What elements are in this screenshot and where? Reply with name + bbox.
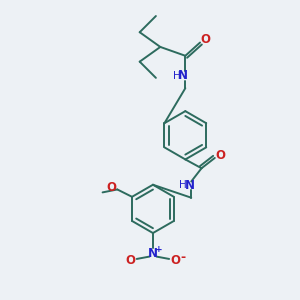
Text: O: O	[106, 181, 116, 194]
Text: +: +	[155, 245, 163, 254]
Text: O: O	[126, 254, 136, 267]
Text: N: N	[178, 69, 188, 82]
Text: H: H	[179, 180, 187, 190]
Text: N: N	[184, 178, 194, 191]
Text: O: O	[170, 254, 180, 267]
Text: O: O	[200, 33, 210, 46]
Text: N: N	[148, 247, 158, 260]
Text: -: -	[180, 251, 185, 264]
Text: O: O	[215, 148, 225, 161]
Text: H: H	[172, 71, 180, 81]
